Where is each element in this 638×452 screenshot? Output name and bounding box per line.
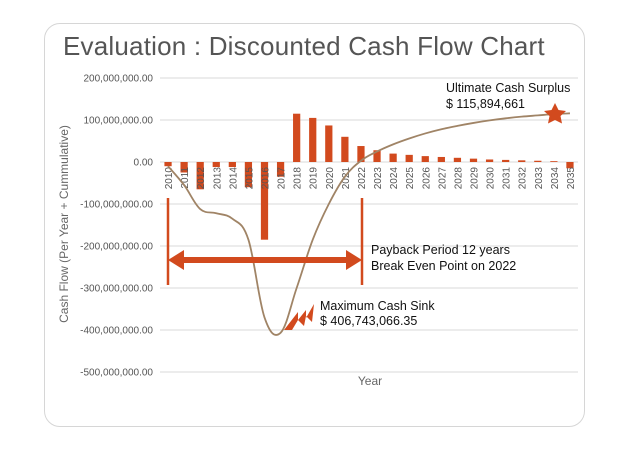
x-tick-label: 2016	[261, 167, 272, 190]
x-tick-label: 2023	[373, 167, 384, 190]
x-tick-labels: 2010 2011 2012 2013 2014 2015 2016 2017 2018 2019…	[164, 167, 577, 190]
payback-arrow-left-head	[168, 250, 184, 270]
x-tick-label: 2028	[453, 167, 464, 190]
bar-2031	[502, 159, 510, 162]
x-tick-label: 2018	[293, 167, 304, 190]
x-tick-label: 2032	[518, 167, 529, 190]
x-tick-label: 2014	[228, 167, 239, 190]
bar-2030	[485, 159, 494, 162]
bar-2018	[293, 113, 301, 162]
x-tick-label: 2025	[405, 167, 416, 190]
page-title: Evaluation : Discounted Cash Flow Chart	[63, 31, 545, 61]
bar-2016	[260, 162, 269, 240]
surplus-star-icon	[544, 103, 566, 124]
y-axis-label: Cash Flow (Per Year + Cummulative)	[57, 125, 71, 323]
cumulative-line-series	[167, 112, 571, 336]
x-tick-label: 2026	[421, 167, 432, 190]
bar-2028	[453, 157, 462, 162]
x-tick-label: 2020	[325, 167, 336, 190]
surplus-label-line1: Ultimate Cash Surplus	[446, 81, 570, 95]
bar-2034	[550, 161, 558, 162]
bar-2020	[325, 125, 333, 162]
bar-2014	[228, 162, 236, 168]
y-tick-label: 0.00	[134, 158, 154, 169]
sink-lightning-icon	[284, 304, 314, 330]
bar-series	[164, 113, 574, 240]
bar-2032	[518, 160, 526, 162]
bar-2013	[212, 162, 220, 168]
y-tick-label: 200,000,000.00	[83, 74, 153, 85]
cumulative-line	[167, 112, 571, 336]
x-tick-label: 2015	[244, 167, 255, 190]
bar-2023	[373, 150, 381, 162]
surplus-label-line2: $ 115,894,661	[446, 97, 525, 111]
x-tick-label: 2035	[566, 167, 577, 190]
bar-2024	[389, 153, 397, 162]
x-tick-label: 2013	[212, 167, 223, 190]
y-tick-label: -400,000,000.00	[80, 326, 153, 337]
payback-label-line2: Break Even Point on 2022	[371, 259, 516, 273]
sink-label-line2: $ 406,743,066.35	[320, 314, 417, 328]
y-tick-label: -300,000,000.00	[80, 284, 153, 295]
bar-2027	[437, 156, 445, 162]
y-tick-label: -500,000,000.00	[80, 368, 153, 379]
x-tick-label: 2011	[180, 167, 191, 189]
bar-2017	[276, 162, 285, 177]
bar-2021	[341, 136, 349, 162]
bar-2010	[164, 162, 172, 167]
payback-label-line1: Payback Period 12 years	[371, 243, 510, 257]
x-tick-label: 2017	[277, 167, 288, 190]
payback-arrow-right-head	[346, 250, 362, 270]
bar-2026	[421, 156, 429, 162]
sink-label-line1: Maximum Cash Sink	[320, 299, 435, 313]
bar-2015	[244, 162, 253, 188]
bar-2025	[405, 154, 413, 162]
x-tick-label: 2029	[470, 167, 481, 190]
x-tick-label: 2022	[357, 167, 368, 190]
x-tick-label: 2031	[502, 167, 513, 190]
bar-2019	[309, 117, 317, 162]
x-tick-label: 2033	[534, 167, 545, 190]
x-tick-label: 2012	[196, 167, 207, 190]
y-tick-label: 100,000,000.00	[83, 116, 153, 127]
bar-2033	[534, 160, 542, 162]
x-tick-label: 2027	[437, 167, 448, 190]
bar-2011	[180, 162, 188, 173]
bar-2012	[196, 162, 204, 190]
bar-2035	[566, 162, 574, 169]
x-axis-label: Year	[358, 374, 382, 388]
slide-frame	[44, 23, 585, 427]
x-tick-label: 2030	[486, 167, 497, 190]
x-tick-label: 2010	[164, 167, 175, 190]
y-tick-label: -100,000,000.00	[80, 200, 153, 211]
y-tick-labels: 200,000,000.00 100,000,000.00 0.00 -100,000…	[80, 74, 153, 379]
x-tick-label: 2034	[550, 167, 561, 190]
bar-2022	[357, 146, 365, 162]
y-tick-label: -200,000,000.00	[80, 242, 153, 253]
x-tick-label: 2024	[389, 167, 400, 190]
x-tick-label: 2019	[309, 167, 320, 190]
x-tick-label: 2021	[341, 167, 352, 190]
bar-2029	[469, 158, 478, 162]
annotations: Ultimate Cash Surplus $ 115,894,661 Payb…	[166, 81, 570, 330]
